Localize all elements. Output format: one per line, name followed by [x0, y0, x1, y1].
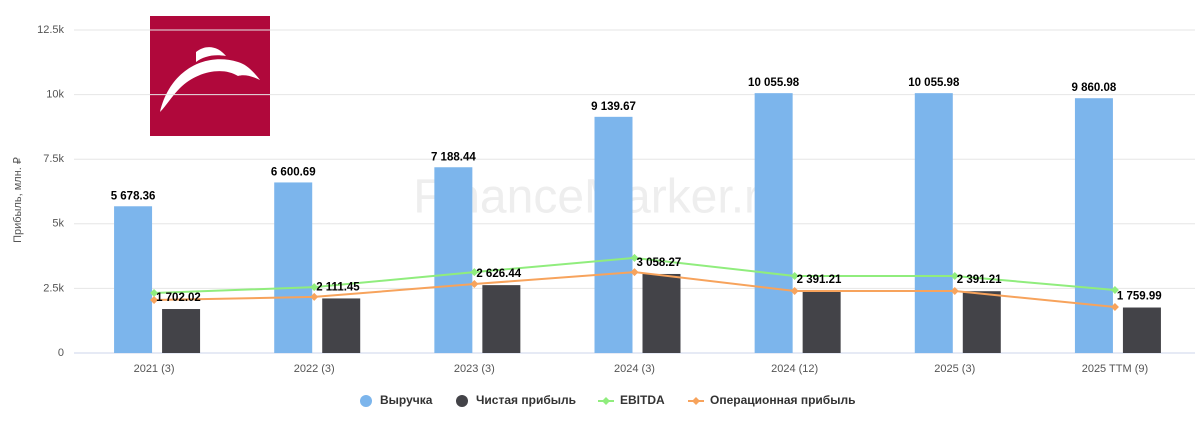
- data-label: 1 702.02: [156, 292, 201, 304]
- y-tick-label: 5k: [52, 218, 64, 230]
- x-tick-label: 2023 (3): [454, 363, 495, 375]
- y-tick-label: 12.5k: [37, 24, 64, 36]
- bar: [482, 285, 521, 353]
- line-marker: [1110, 303, 1119, 312]
- line-marker: [150, 296, 159, 305]
- line-marker: [470, 280, 479, 289]
- x-tick-label: 2025 TTM (9): [1082, 363, 1148, 375]
- y-tick-label: 10k: [46, 89, 64, 101]
- y-tick-label: 7.5k: [43, 153, 64, 165]
- data-label: 10 055.98: [908, 77, 960, 89]
- line-marker: [790, 286, 799, 295]
- y-axis-label: Прибыль, млн. ₽: [12, 157, 24, 243]
- line-marker: [470, 268, 479, 277]
- line-marker: [630, 268, 639, 277]
- legend-marker: [360, 395, 372, 407]
- x-tick-label: 2024 (3): [614, 363, 655, 375]
- line-marker: [1110, 285, 1119, 294]
- x-tick-label: 2025 (3): [934, 363, 975, 375]
- x-tick-label: 2024 (12): [771, 363, 818, 375]
- bar: [594, 116, 633, 353]
- line-marker: [790, 271, 799, 280]
- line-marker: [950, 271, 959, 280]
- line-marker: [310, 292, 319, 301]
- bar: [434, 167, 473, 353]
- bar: [754, 93, 793, 354]
- bar: [114, 206, 153, 353]
- bar: [162, 309, 201, 353]
- bar: [914, 93, 953, 354]
- legend-marker: [692, 397, 700, 405]
- data-label: 9 139.67: [591, 101, 636, 113]
- legend-label: EBITDA: [620, 393, 665, 407]
- legend-label: Операционная прибыль: [710, 393, 855, 407]
- line-marker: [630, 253, 639, 262]
- data-label: 2 391.21: [957, 274, 1002, 286]
- y-tick-label: 0: [58, 347, 64, 359]
- x-tick-label: 2022 (3): [294, 363, 335, 375]
- legend-marker: [602, 397, 610, 405]
- bar: [1122, 307, 1161, 353]
- legend-label: Выручка: [380, 393, 433, 407]
- bar: [1074, 98, 1113, 353]
- legend-label: Чистая прибыль: [476, 393, 576, 407]
- data-label: 7 188.44: [431, 151, 476, 163]
- bar: [802, 291, 841, 353]
- line-marker: [310, 283, 319, 292]
- data-label: 5 678.36: [111, 190, 156, 202]
- x-tick-label: 2021 (3): [134, 363, 175, 375]
- y-tick-label: 2.5k: [43, 282, 64, 294]
- data-label: 9 860.08: [1072, 82, 1117, 94]
- line-marker: [150, 289, 159, 298]
- bar: [274, 182, 313, 353]
- legend-marker: [456, 395, 468, 407]
- line-marker: [950, 286, 959, 295]
- logo: [150, 16, 270, 136]
- data-label: 3 058.27: [637, 257, 682, 269]
- bar: [962, 291, 1001, 353]
- data-label: 6 600.69: [271, 166, 316, 178]
- data-label: 2 391.21: [797, 274, 842, 286]
- bar: [642, 273, 681, 353]
- bar: [322, 298, 361, 353]
- data-label: 1 759.99: [1117, 291, 1162, 303]
- data-label: 2 626.44: [476, 268, 521, 280]
- data-label: 2 111.45: [316, 281, 360, 293]
- data-label: 10 055.98: [748, 77, 800, 89]
